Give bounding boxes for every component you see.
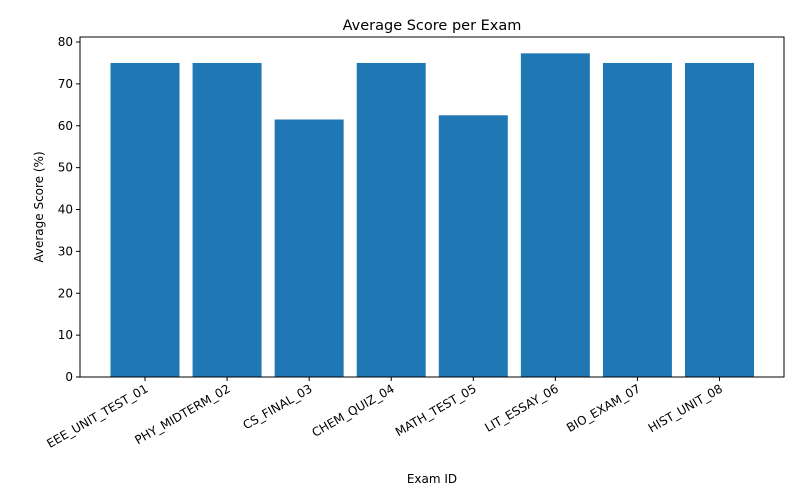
bar-chem_quiz_04 [356, 62, 426, 377]
x-tick-label: CS_FINAL_03 [240, 381, 314, 432]
y-tick-label: 50 [58, 161, 73, 175]
x-tick-label: HIST_UNIT_08 [646, 381, 725, 435]
y-tick-label: 70 [58, 77, 73, 91]
x-axis-label: Exam ID [407, 472, 457, 486]
y-tick-label: 20 [58, 286, 73, 300]
y-tick-label: 40 [58, 203, 73, 217]
y-tick-label: 0 [65, 370, 73, 384]
bar-cs_final_03 [274, 119, 344, 378]
y-axis-ticks: 0 10 20 30 40 50 60 70 80 [58, 35, 80, 384]
bar-hist_unit_08 [685, 62, 754, 377]
plot-frame [79, 36, 785, 378]
bar-bio_exam_07 [602, 62, 672, 377]
x-tick-label: LIT_ESSAY_06 [482, 381, 560, 434]
y-tick-label: 10 [58, 328, 73, 342]
y-tick-label: 80 [58, 35, 73, 49]
bars-group [110, 53, 754, 378]
y-axis-label: Average Score (%) [32, 151, 46, 262]
x-tick-label: MATH_TEST_05 [393, 381, 479, 439]
bar-eee_unit_test_01 [110, 62, 180, 377]
chart-title: Average Score per Exam [343, 18, 522, 34]
bar-math_test_05 [438, 115, 508, 378]
x-tick-label: CHEM_QUIZ_04 [310, 381, 397, 439]
bar-phy_midterm_02 [192, 62, 262, 377]
y-tick-label: 30 [58, 244, 73, 258]
x-tick-label: BIO_EXAM_07 [564, 381, 643, 435]
bar-lit_essay_06 [520, 53, 590, 377]
y-tick-label: 60 [58, 119, 73, 133]
